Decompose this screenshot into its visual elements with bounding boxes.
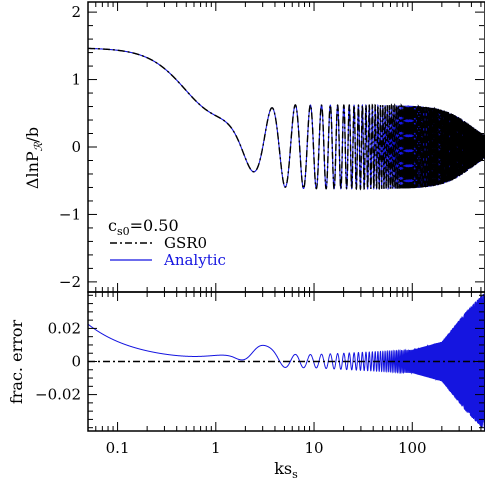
legend-analytic-label: Analytic (163, 251, 226, 269)
y-tick-label: 1 (71, 71, 81, 89)
x-tick-labels: 0.1 1 10 100 (106, 439, 427, 457)
bottom-panel: −0.02 0 0.02 0.1 1 10 100 frac. error kss (7, 291, 485, 481)
top-y-axis-label-sub: ℛ (32, 141, 45, 151)
x-tick-label: 10 (304, 439, 323, 457)
annotation-sub: s0 (117, 225, 130, 238)
sound-speed-annotation: cs0=0.50 (108, 216, 179, 238)
top-curves (88, 47, 485, 191)
y-tick-label: 2 (71, 3, 81, 21)
bottom-ticks (87, 292, 484, 431)
x-axis-label-sub: s (292, 468, 298, 481)
annotation-tail: =0.50 (130, 216, 179, 235)
top-y-tick-labels: −2 −1 0 1 2 (59, 3, 81, 291)
x-tick-label: 1 (211, 439, 221, 457)
fractional-error-curve (87, 293, 485, 431)
annotation-main: c (108, 216, 117, 235)
top-y-axis-label-tail: /b (23, 127, 42, 143)
y-tick-label: 0.02 (48, 319, 81, 337)
legend: GSR0 Analytic (110, 234, 226, 269)
top-panel: −2 −1 0 1 2 ΔlnPℛ/b cs0=0.50 GSR0 Analytic (23, 1, 485, 293)
y-tick-label: 0 (71, 353, 81, 371)
top-y-axis-label: ΔlnPℛ/b (23, 127, 45, 189)
bottom-y-axis-label: frac. error (7, 320, 26, 405)
legend-gsr0-label: GSR0 (164, 234, 207, 252)
x-tick-label: 0.1 (106, 439, 130, 457)
x-tick-label: 100 (398, 439, 427, 457)
x-axis-label: kss (274, 459, 298, 481)
gsr0-curve (88, 47, 485, 191)
x-axis-label-main: ks (274, 459, 292, 478)
y-tick-label: −1 (59, 205, 81, 223)
bottom-y-tick-labels: −0.02 0 0.02 (35, 319, 81, 403)
top-y-axis-label-main: ΔlnP (23, 151, 42, 189)
y-tick-label: −0.02 (35, 386, 81, 404)
bottom-curves (87, 293, 485, 431)
top-ticks (87, 2, 484, 292)
y-tick-label: −2 (59, 273, 81, 291)
y-tick-label: 0 (71, 138, 81, 156)
